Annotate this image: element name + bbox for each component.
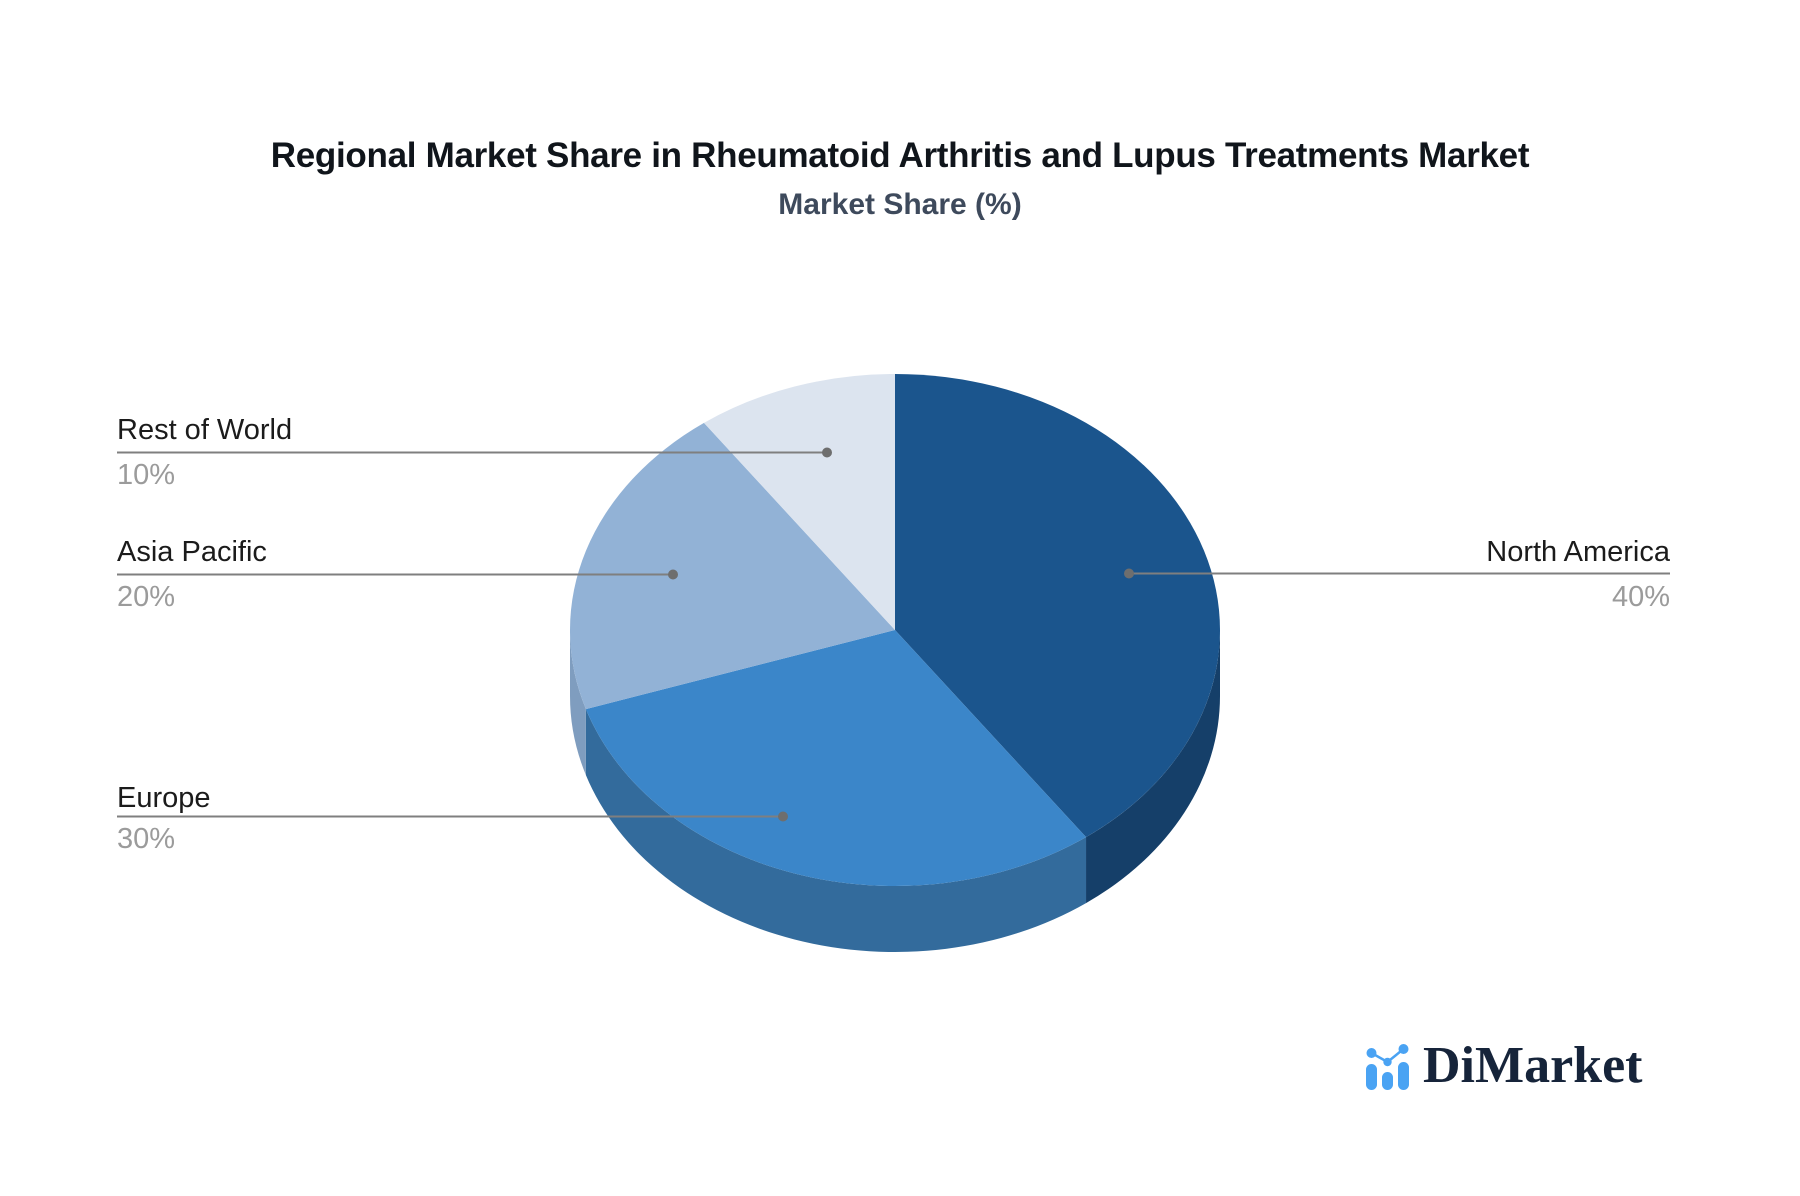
- callout-value-europe: 30%: [117, 823, 176, 855]
- callout-dot-north-america: [1124, 568, 1134, 579]
- pie-slice-asia-pacific: [570, 422, 895, 710]
- pie-side-north-america: [1086, 630, 1220, 904]
- bar-chart-logo-icon: [1366, 1043, 1409, 1090]
- pie-slice-europe: [585, 630, 1087, 886]
- callout-label-asia-pacific: Asia Pacific: [117, 536, 267, 568]
- callout-value-asia-pacific: 20%: [117, 581, 176, 613]
- callout-value-rest-of-world: 10%: [117, 459, 176, 491]
- brand-logo-text: DiMarket: [1423, 1037, 1643, 1094]
- chart-subtitle: Market Share (%): [778, 188, 1022, 221]
- callout-label-rest-of-world: Rest of World: [117, 414, 293, 446]
- callout-value-north-america: 40%: [1611, 581, 1670, 613]
- pie-slice-rest-of-world: [703, 374, 895, 630]
- callout-dot-europe: [778, 811, 788, 822]
- pie-side-asia-pacific: [570, 630, 586, 776]
- pie-slice-north-america: [895, 374, 1220, 838]
- callout-label-europe: Europe: [117, 782, 211, 814]
- pie-side-europe: [585, 709, 1087, 952]
- callout-label-north-america: North America: [1486, 536, 1670, 568]
- brand-logo: DiMarket: [1366, 1040, 1642, 1092]
- chart-title: Regional Market Share in Rheumatoid Arth…: [270, 136, 1530, 175]
- callout-dot-rest-of-world: [822, 447, 832, 458]
- callout-dot-asia-pacific: [668, 569, 678, 580]
